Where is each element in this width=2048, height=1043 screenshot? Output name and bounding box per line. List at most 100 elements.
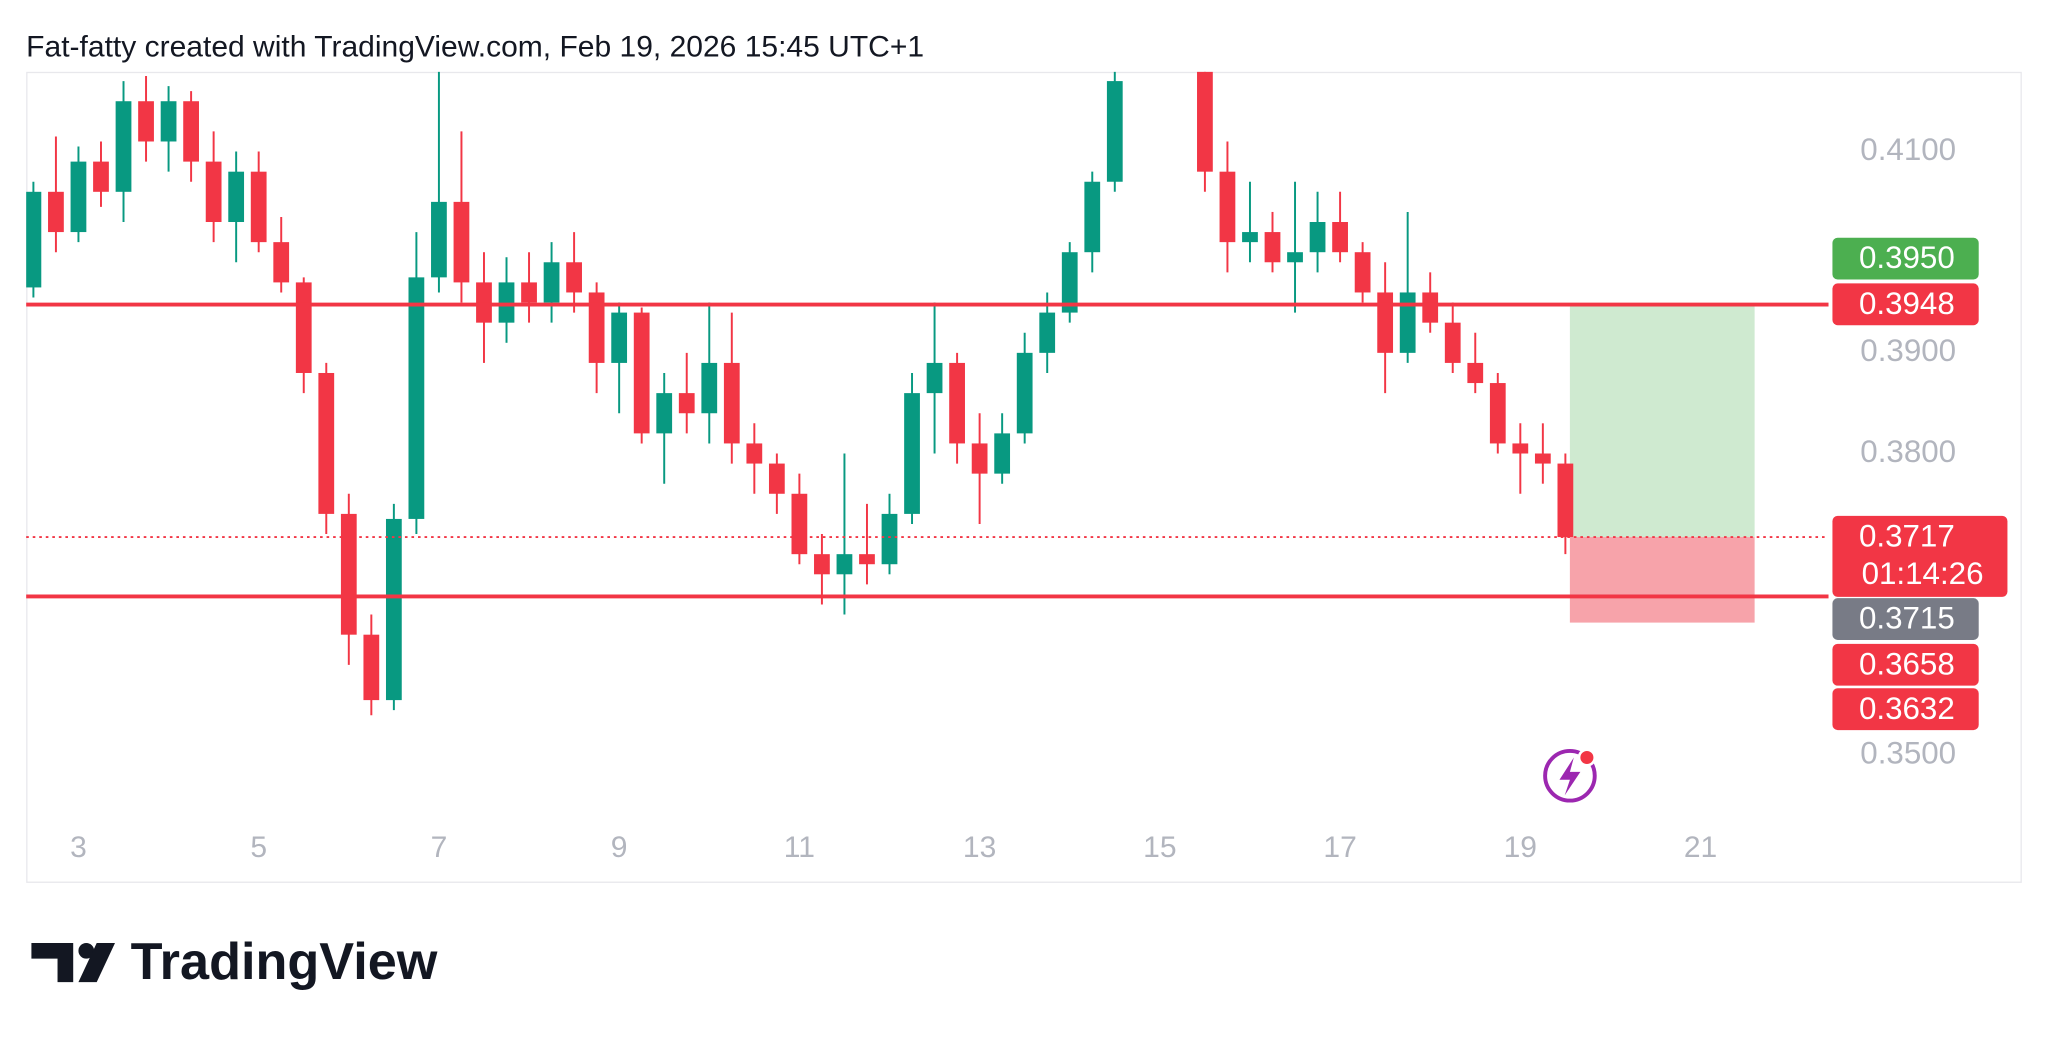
candle-body xyxy=(205,161,222,223)
y-tick-label: 0.3500 xyxy=(1860,736,1956,771)
candle-body xyxy=(273,242,290,283)
x-tick-label: 17 xyxy=(1323,831,1356,864)
plot xyxy=(26,71,1829,716)
frame xyxy=(26,71,2022,883)
candle-body xyxy=(1534,453,1551,464)
candle-body xyxy=(1106,81,1123,182)
price-label: 0.3632 xyxy=(1859,691,1955,726)
series xyxy=(26,71,1755,716)
candle-body xyxy=(543,262,560,303)
x-tick-label: 11 xyxy=(784,831,815,864)
candle-body xyxy=(768,463,785,494)
candle-body xyxy=(295,282,312,373)
price-label: 0.3948 xyxy=(1859,286,1955,321)
x-tick-label: 19 xyxy=(1504,831,1537,864)
price-label: 0.3658 xyxy=(1859,646,1955,681)
price-label-box xyxy=(1832,688,1979,731)
candle-body xyxy=(340,513,357,635)
x-tick-label: 13 xyxy=(963,831,996,864)
candle-body xyxy=(1467,362,1484,384)
candle-body xyxy=(476,282,492,323)
candle-body xyxy=(994,433,1011,474)
candle-body xyxy=(1512,443,1529,454)
candle-body xyxy=(228,171,245,223)
candle-body xyxy=(431,201,447,278)
candle-body xyxy=(1219,171,1236,243)
candle-body xyxy=(498,282,515,323)
candle-body xyxy=(250,171,267,243)
y-tick-label: 0.4100 xyxy=(1860,132,1956,167)
price-label-box xyxy=(1832,237,1979,280)
candle-body xyxy=(1422,292,1439,323)
candle-body xyxy=(1197,71,1213,172)
candle-body xyxy=(1557,463,1574,538)
brand-name: TradingView xyxy=(131,933,438,991)
candle-body xyxy=(836,554,853,575)
candle-body xyxy=(1309,222,1326,253)
brand-logo xyxy=(31,942,115,983)
candle-body xyxy=(746,443,763,464)
candle-body xyxy=(791,493,808,555)
candle-body xyxy=(904,393,920,514)
candle-body xyxy=(926,362,943,394)
candle-body xyxy=(93,161,109,192)
candle-body xyxy=(1377,292,1394,353)
price-label: 0.3950 xyxy=(1859,240,1955,275)
candle-body xyxy=(453,201,470,283)
candle-body xyxy=(1039,312,1056,353)
candle-body xyxy=(183,101,199,162)
header: Fat-fatty created with TradingView.com, … xyxy=(26,30,924,63)
candle-body xyxy=(1332,222,1348,253)
candle-body xyxy=(881,513,898,565)
candle-body xyxy=(1084,181,1101,253)
candle-body xyxy=(363,634,380,701)
candle-body xyxy=(566,262,582,293)
x-tick-label: 21 xyxy=(1684,831,1717,864)
loss-zone xyxy=(1569,537,1755,623)
countdown: 01:14:26 xyxy=(1862,556,1984,591)
candle-body xyxy=(814,554,830,575)
candle-body xyxy=(633,312,650,434)
candle-body xyxy=(723,362,740,444)
price-label-box xyxy=(1832,598,1979,640)
x-tick-label: 3 xyxy=(70,831,87,864)
price-label-box xyxy=(1832,283,1979,326)
profit-zone xyxy=(1569,304,1755,538)
candle-body xyxy=(48,191,64,233)
candle-body xyxy=(949,362,965,444)
candle-body xyxy=(138,101,154,142)
candle-body xyxy=(1399,292,1416,353)
candle-body xyxy=(1287,252,1303,263)
alert-icon xyxy=(1543,748,1597,803)
candle-body xyxy=(160,101,177,142)
x-tick-label: 5 xyxy=(250,831,267,864)
candle-body xyxy=(521,282,537,303)
candle-body xyxy=(656,393,673,434)
candle-body xyxy=(971,443,988,474)
candle-body xyxy=(701,362,718,414)
candle-body xyxy=(70,161,87,233)
y-tick-label: 0.3800 xyxy=(1860,434,1956,469)
candle-body xyxy=(588,292,605,363)
candle-body xyxy=(611,312,628,363)
y-tick-label: 0.3900 xyxy=(1860,333,1956,368)
candle-body xyxy=(1489,383,1506,444)
candle-body xyxy=(1354,252,1371,293)
x-tick-label: 7 xyxy=(431,831,448,864)
candle-body xyxy=(408,277,425,519)
x-tick-label: 15 xyxy=(1143,831,1176,864)
candle-body xyxy=(1061,252,1078,313)
candle-body xyxy=(318,372,335,514)
price-label-box xyxy=(1832,643,1979,686)
price-label: 0.3715 xyxy=(1859,601,1955,636)
candle-body xyxy=(678,393,695,414)
candle-body xyxy=(1016,352,1033,434)
candle-body xyxy=(385,518,402,701)
price-label-box xyxy=(1832,515,2008,597)
candle-body xyxy=(859,554,875,565)
candle-body xyxy=(115,101,132,192)
candle-body xyxy=(1264,232,1281,263)
candle-body xyxy=(1444,322,1461,363)
